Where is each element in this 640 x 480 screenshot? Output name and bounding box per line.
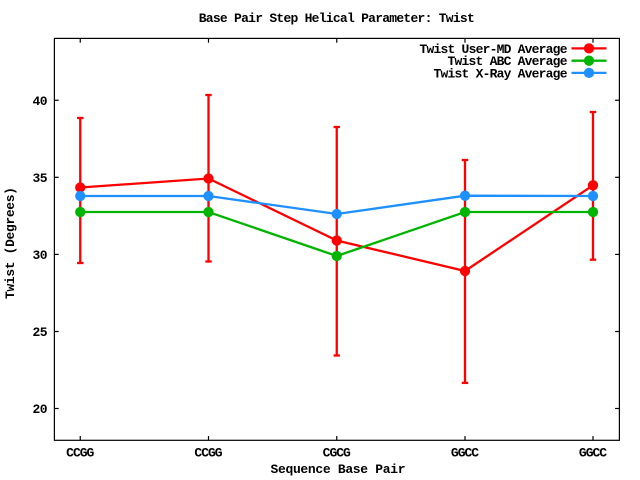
- svg-text:35: 35: [33, 171, 48, 186]
- svg-text:CGCG: CGCG: [323, 446, 351, 461]
- svg-text:Twist X-Ray Average: Twist X-Ray Average: [434, 66, 568, 81]
- svg-text:GGCC: GGCC: [451, 446, 479, 461]
- svg-text:40: 40: [33, 94, 48, 109]
- svg-text:30: 30: [33, 248, 48, 263]
- svg-text:Sequence Base Pair: Sequence Base Pair: [271, 462, 406, 477]
- svg-text:25: 25: [33, 325, 48, 340]
- svg-text:CCGG: CCGG: [194, 446, 222, 461]
- svg-text:Twist (Degrees): Twist (Degrees): [3, 187, 18, 299]
- svg-text:20: 20: [33, 402, 48, 417]
- svg-text:CCGG: CCGG: [66, 446, 94, 461]
- svg-text:Twist User-MD Average: Twist User-MD Average: [420, 42, 568, 57]
- svg-text:Twist ABC Average: Twist ABC Average: [448, 54, 568, 69]
- svg-text:GGCC: GGCC: [579, 446, 607, 461]
- svg-text:Base Pair Step Helical Paramet: Base Pair Step Helical Parameter: Twist: [199, 11, 475, 26]
